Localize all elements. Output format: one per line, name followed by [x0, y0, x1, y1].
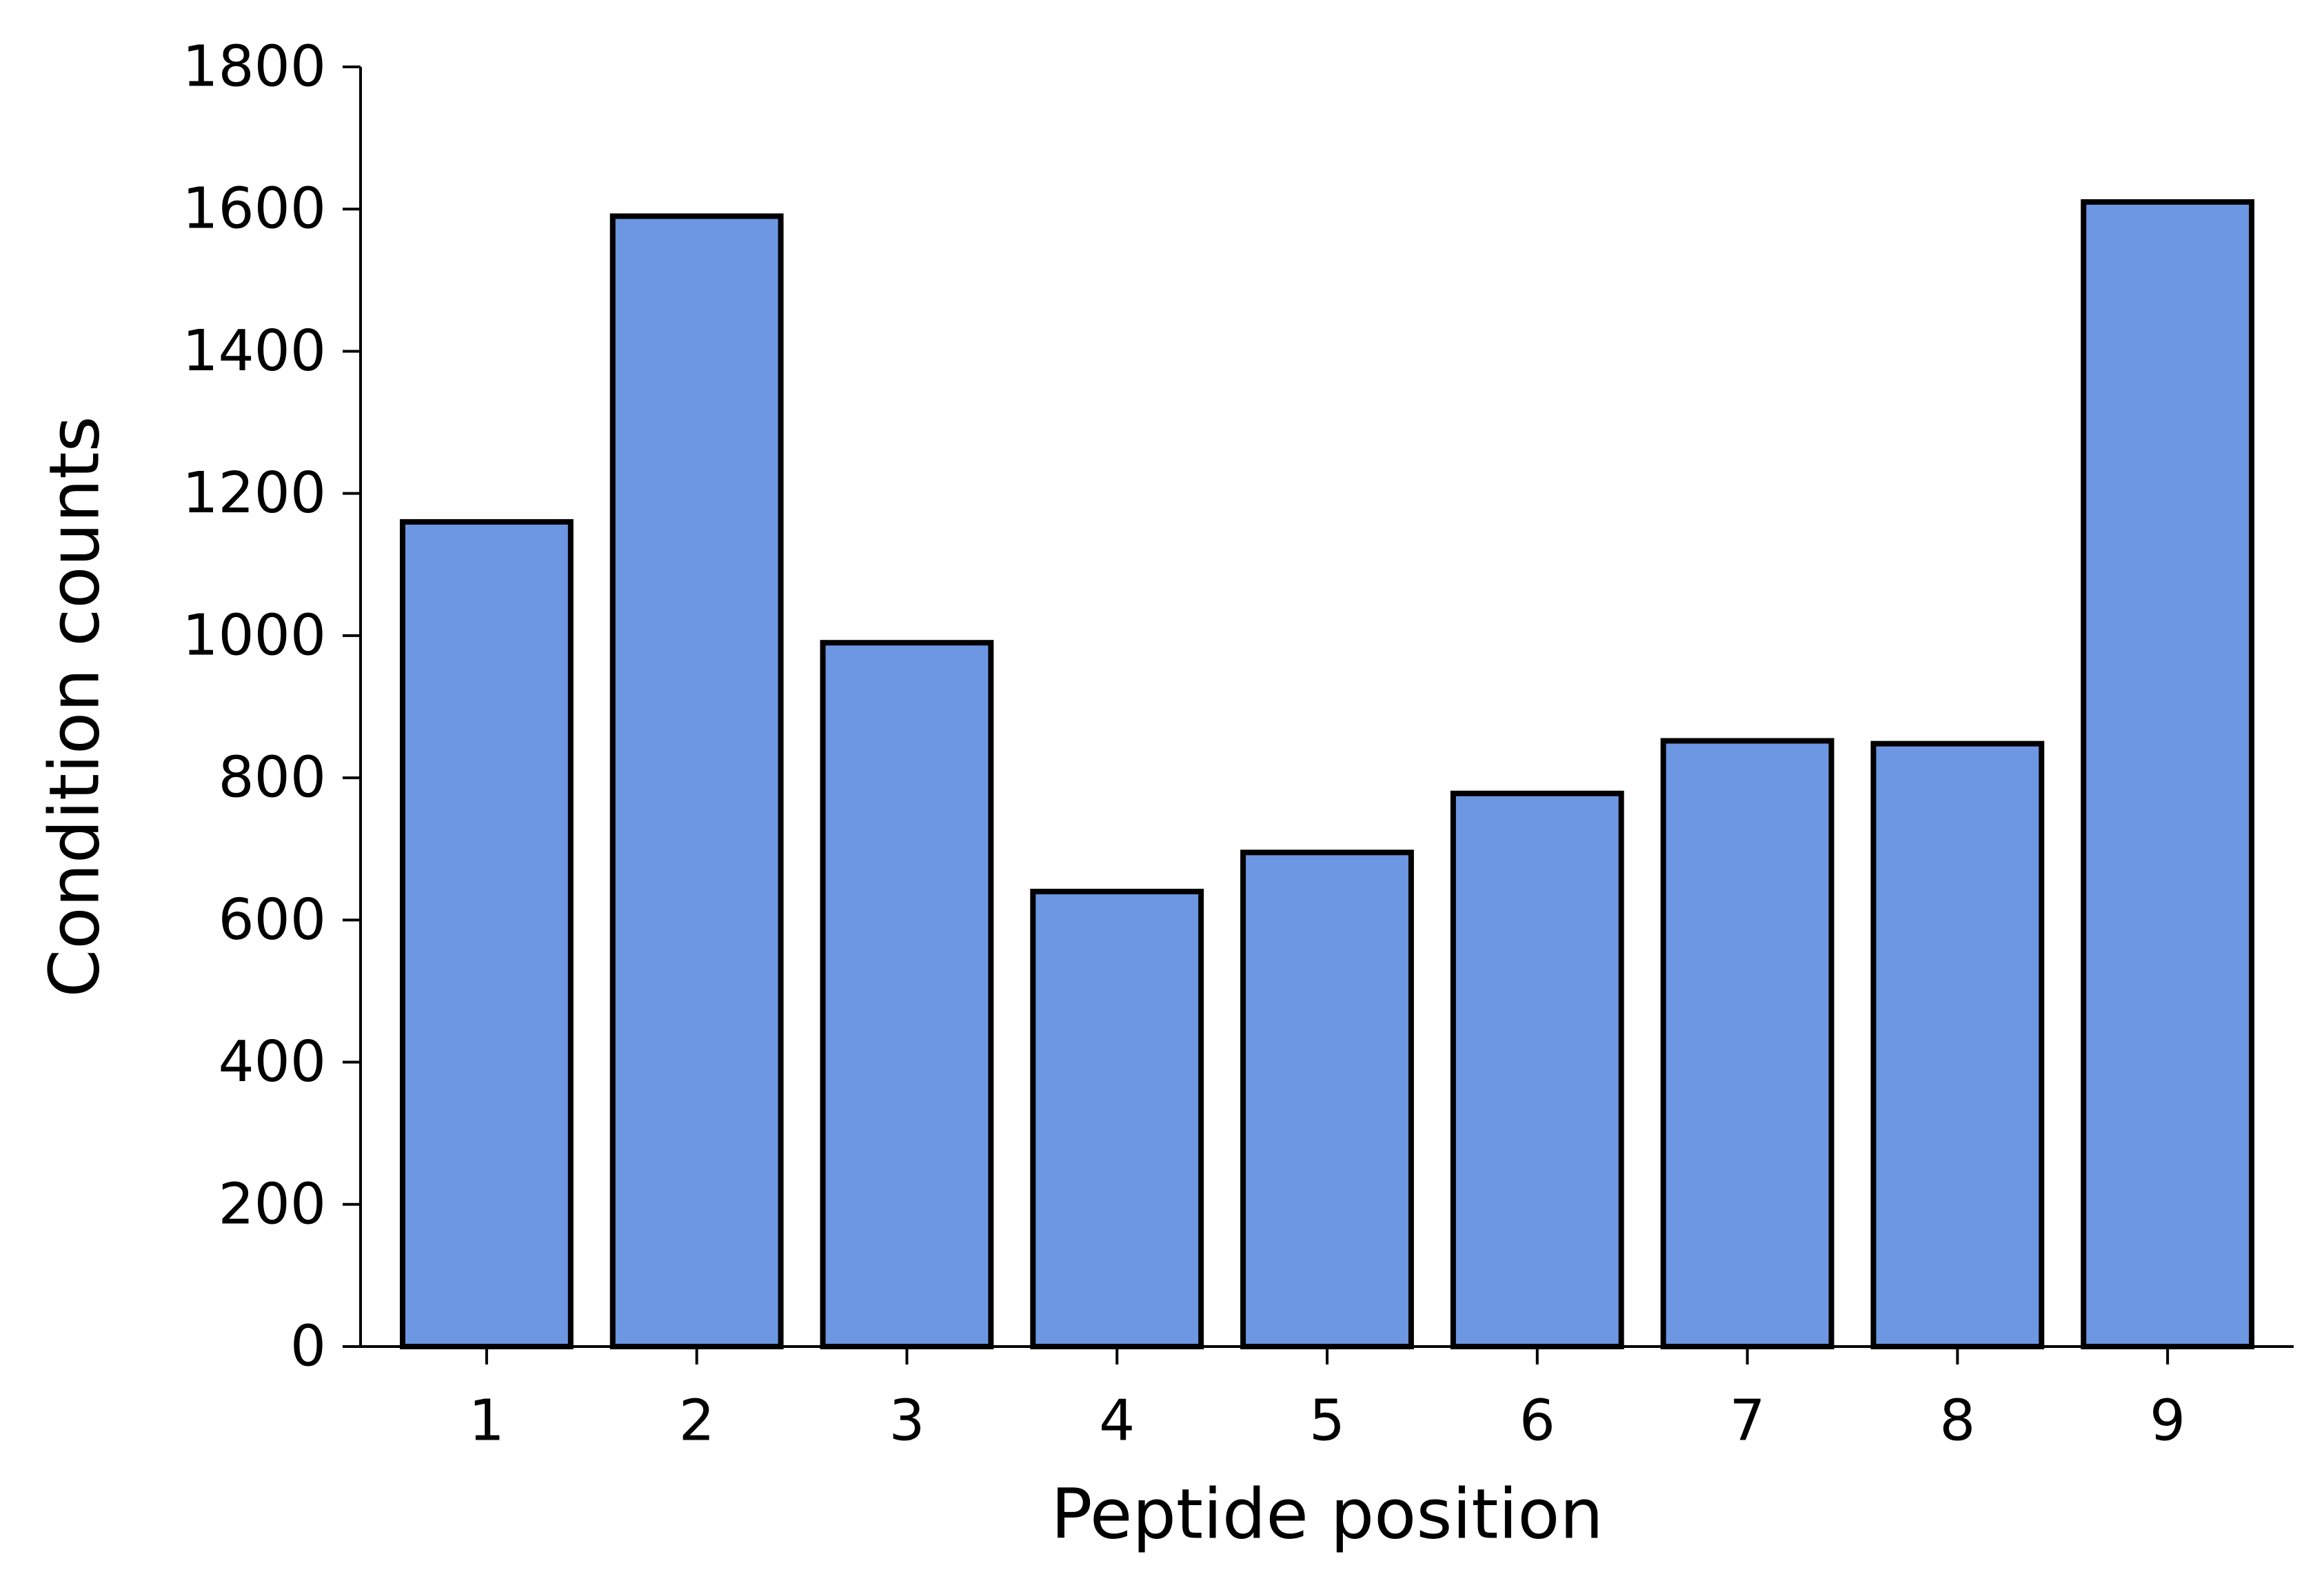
y-tick-label: 400 [218, 1029, 326, 1095]
bar-2 [609, 213, 784, 1349]
y-tick-label: 0 [290, 1314, 326, 1380]
bars-layer [399, 199, 2255, 1349]
bar-7 [1660, 738, 1835, 1349]
y-tick-label: 1200 [182, 461, 326, 526]
x-tick-label: 1 [469, 1389, 505, 1454]
bar-6 [1450, 790, 1624, 1349]
y-tick-label: 600 [218, 887, 326, 953]
bar-8 [1870, 740, 2045, 1349]
bar-4 [1030, 889, 1204, 1349]
bar-3 [820, 640, 994, 1349]
x-tick-label: 4 [1099, 1389, 1135, 1454]
x-ticks: 1 2 3 4 5 6 7 8 9 [469, 1347, 2185, 1454]
y-tick-label: 800 [218, 745, 326, 811]
x-tick-label: 5 [1309, 1389, 1345, 1454]
y-tick-label: 1000 [182, 603, 326, 668]
y-tick-label: 1600 [182, 177, 326, 242]
x-tick-label: 3 [889, 1389, 924, 1454]
y-ticks: 0 200 400 600 800 1000 1200 1400 1600 1800 [182, 34, 361, 1380]
x-tick-label: 2 [679, 1389, 715, 1454]
x-axis-title: Peptide position [1051, 1474, 1604, 1555]
y-axis-title: Condition counts [34, 416, 115, 997]
bar-9 [2081, 199, 2255, 1349]
bar-1 [399, 518, 574, 1349]
y-tick-label: 1400 [182, 319, 326, 384]
x-tick-label: 8 [1939, 1389, 1975, 1454]
y-tick-label: 200 [218, 1171, 326, 1237]
x-tick-label: 9 [2150, 1389, 2185, 1454]
x-tick-label: 7 [1729, 1389, 1765, 1454]
bar-5 [1240, 849, 1414, 1349]
x-tick-label: 6 [1519, 1389, 1555, 1454]
y-tick-label: 1800 [182, 34, 326, 100]
